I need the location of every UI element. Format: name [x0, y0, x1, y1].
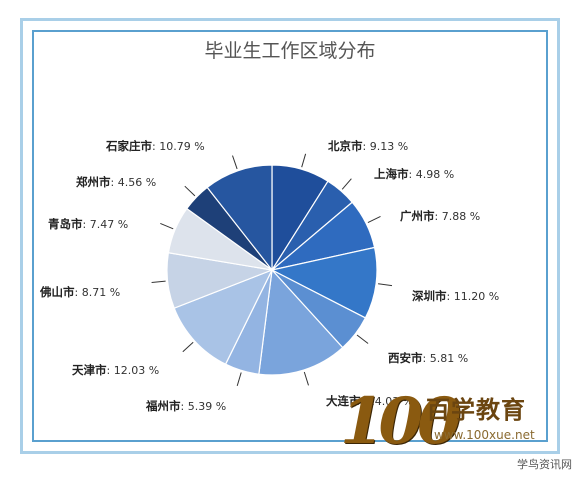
slice-label-name: 深圳市 [412, 289, 447, 303]
slice-label-name: 福州市 [145, 399, 181, 413]
logo-url: www.100xue.net [434, 428, 535, 442]
slice-label: 西安市: 5.81 % [388, 351, 468, 365]
slice-label: 深圳市: 11.20 % [412, 289, 499, 303]
slice-labels: 北京市: 9.13 % 上海市: 4.98 % 广州市: 7.88 % 深圳市: 11… [39, 139, 499, 413]
slice-label: 大连市: 14.03 % [326, 394, 413, 408]
slice-label-value: : 4.56 % [111, 176, 157, 189]
slice-label: 上海市: 4.98 % [374, 167, 454, 181]
slice-label-value: : 4.98 % [409, 168, 455, 181]
slice-label: 青岛市: 7.47 % [48, 217, 128, 231]
slice-label-value: : 11.20 % [447, 290, 500, 303]
slice-label-value: : 10.79 % [152, 140, 205, 153]
pie-slice [173, 268, 274, 365]
leader-line [378, 283, 393, 287]
pie-slices [166, 164, 378, 376]
leader-line [356, 334, 369, 344]
slice-label: 广州市: 7.88 % [400, 209, 480, 223]
leader-line [341, 178, 352, 190]
slice-label-name: 天津市 [72, 363, 107, 377]
slice-label-value: : 5.81 % [423, 352, 469, 365]
leader-line [151, 280, 166, 283]
slice-label: 北京市: 9.13 % [328, 139, 408, 153]
leader-line [367, 215, 381, 224]
leader-line [303, 371, 309, 386]
chart-title: 毕业生工作区域分布 [204, 40, 376, 62]
slice-label-value: : 8.71 % [75, 286, 121, 299]
slice-label-name: 大连市 [326, 394, 361, 408]
slice-label-name: 郑州市 [76, 175, 111, 189]
slice-label-value: : 9.13 % [363, 140, 409, 153]
pie-slice [258, 268, 344, 376]
slice-label-value: : 12.03 % [107, 364, 160, 377]
wechat-watermark: 学鸟资讯网 [517, 458, 572, 471]
slice-label-value: : 7.47 % [83, 218, 129, 231]
logo-brand-name: 百学教育 [426, 396, 526, 424]
slice-label: 郑州市: 4.56 % [76, 175, 156, 189]
slice-label-value: : 14.03 % [361, 395, 414, 408]
leader-lines [151, 153, 393, 387]
slice-label: 石家庄市: 10.79 % [105, 139, 205, 153]
pie-slice [270, 246, 378, 319]
slice-label-name: 西安市 [388, 351, 423, 365]
logo-number: 100 [340, 384, 462, 459]
leader-line [232, 155, 238, 170]
slice-label-value: : 7.88 % [435, 210, 481, 223]
slice-label-name: 上海市 [374, 167, 409, 181]
slice-label-name: 佛山市 [39, 285, 75, 299]
brand-logo: 100 百学教育 www.100xue.net [340, 384, 580, 474]
slice-label-name: 青岛市 [48, 217, 83, 231]
pie-slice [206, 164, 273, 272]
leader-line [236, 372, 242, 387]
slice-label: 佛山市: 8.71 % [39, 285, 120, 299]
slice-label-name: 北京市 [328, 139, 363, 153]
leader-line [184, 185, 196, 197]
leader-line [182, 341, 194, 353]
leader-line [301, 153, 307, 168]
slice-label-value: : 5.39 % [181, 400, 227, 413]
slice-label: 福州市: 5.39 % [145, 399, 226, 413]
leader-line [160, 222, 174, 230]
slice-label-name: 石家庄市 [105, 139, 152, 153]
outer-frame [20, 18, 560, 454]
slice-label-name: 广州市 [400, 209, 435, 223]
slice-label: 天津市: 12.03 % [72, 363, 159, 377]
